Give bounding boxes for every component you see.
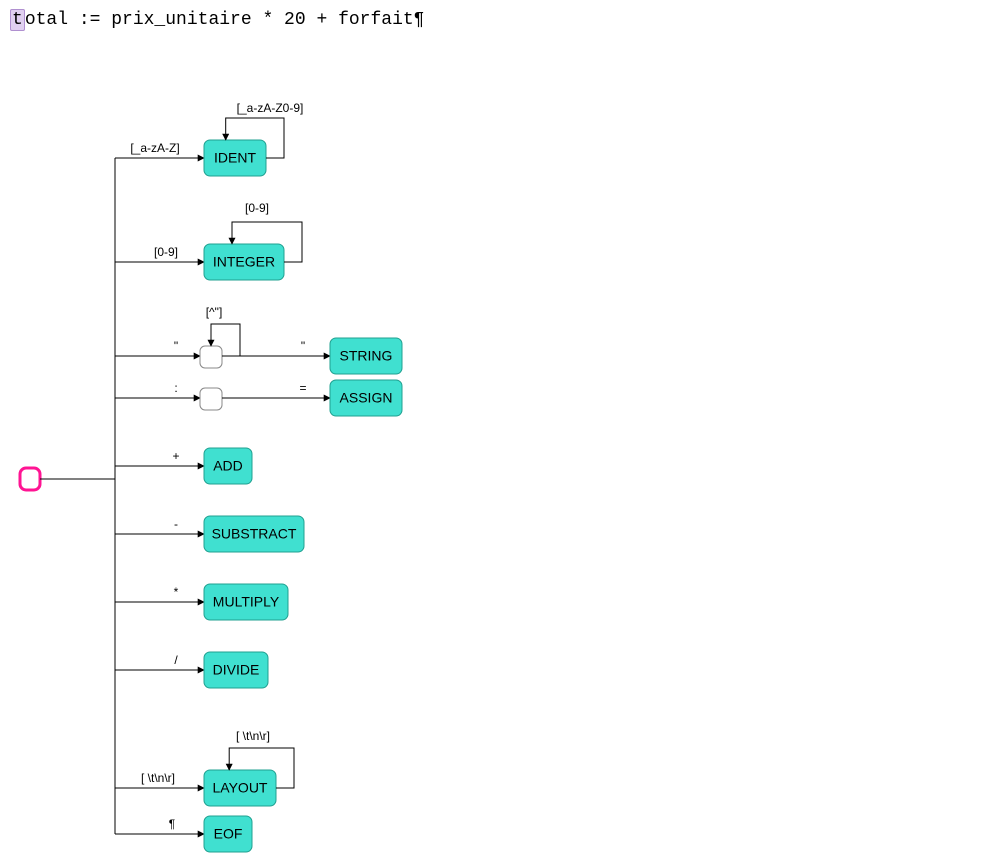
token-node-label: IDENT bbox=[214, 150, 256, 166]
code-rest: otal := prix_unitaire * 20 + forfait¶ bbox=[25, 10, 425, 30]
self-loop-label: [0-9] bbox=[245, 201, 269, 215]
edge-label: ¶ bbox=[169, 817, 175, 831]
edge-label: [ \t\n\r] bbox=[141, 771, 175, 785]
edge-label: [0-9] bbox=[154, 245, 178, 259]
edge-label: = bbox=[299, 381, 306, 395]
token-node-label: INTEGER bbox=[213, 254, 275, 270]
edge-label: / bbox=[174, 653, 178, 667]
edge-label: " bbox=[301, 339, 305, 353]
token-node-label: DIVIDE bbox=[213, 662, 260, 678]
highlighted-char: t bbox=[10, 9, 25, 31]
token-node-label: MULTIPLY bbox=[213, 594, 280, 610]
edge-label: + bbox=[172, 449, 179, 463]
self-loop-label: [^"] bbox=[206, 305, 223, 319]
edge-label: - bbox=[174, 517, 178, 531]
edge-label: : bbox=[174, 381, 177, 395]
token-node-label: EOF bbox=[214, 826, 243, 842]
self-loop-label: [_a-zA-Z0-9] bbox=[237, 101, 304, 115]
token-node-label: ASSIGN bbox=[340, 390, 393, 406]
token-node-label: STRING bbox=[340, 348, 393, 364]
edge-label: * bbox=[174, 585, 179, 599]
self-loop-label: [ \t\n\r] bbox=[236, 729, 270, 743]
edge-label: " bbox=[174, 339, 178, 353]
intermediate-node bbox=[200, 388, 222, 410]
intermediate-node bbox=[200, 346, 222, 368]
token-node-label: SUBSTRACT bbox=[212, 526, 297, 542]
edge-label: [_a-zA-Z] bbox=[130, 141, 179, 155]
lexer-diagram: [_a-zA-Z] IDENT [_a-zA-Z0-9] [0-9] INTEGER [0… bbox=[0, 40, 1000, 860]
token-node-label: ADD bbox=[213, 458, 243, 474]
token-node-label: LAYOUT bbox=[213, 780, 268, 796]
start-node bbox=[20, 468, 40, 490]
code-line: total := prix_unitaire * 20 + forfait¶ bbox=[0, 0, 1000, 40]
